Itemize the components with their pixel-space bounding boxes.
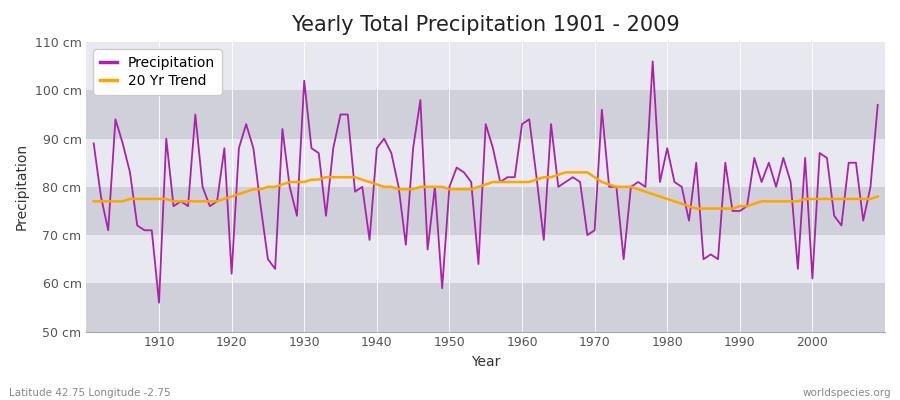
Text: worldspecies.org: worldspecies.org	[803, 388, 891, 398]
Precipitation	[147, 228, 158, 233]
20 Yr Trend	[509, 180, 520, 184]
Bar	[86, 90, 885, 139]
Bar	[86, 283, 885, 332]
Precipitation	[88, 141, 99, 146]
X-axis label: Year: Year	[471, 355, 500, 369]
Precipitation	[524, 117, 535, 122]
Precipitation	[517, 122, 527, 126]
20 Yr Trend	[872, 194, 883, 199]
Precipitation	[154, 300, 165, 305]
Text: Latitude 42.75 Longitude -2.75: Latitude 42.75 Longitude -2.75	[9, 388, 171, 398]
Precipitation	[357, 184, 368, 189]
Bar	[86, 187, 885, 235]
20 Yr Trend	[147, 196, 158, 201]
Precipitation	[611, 184, 622, 189]
Legend: Precipitation, 20 Yr Trend: Precipitation, 20 Yr Trend	[94, 49, 222, 95]
Y-axis label: Precipitation: Precipitation	[15, 143, 29, 230]
20 Yr Trend	[88, 199, 99, 204]
Bar	[86, 235, 885, 283]
Bar	[86, 139, 885, 187]
20 Yr Trend	[306, 177, 317, 182]
Line: Precipitation: Precipitation	[94, 62, 878, 303]
Line: 20 Yr Trend: 20 Yr Trend	[94, 172, 878, 208]
20 Yr Trend	[349, 175, 360, 180]
20 Yr Trend	[517, 180, 527, 184]
Title: Yearly Total Precipitation 1901 - 2009: Yearly Total Precipitation 1901 - 2009	[292, 15, 680, 35]
Bar	[86, 42, 885, 90]
20 Yr Trend	[691, 206, 702, 211]
20 Yr Trend	[611, 184, 622, 189]
Precipitation	[872, 102, 883, 107]
Precipitation	[313, 151, 324, 156]
20 Yr Trend	[560, 170, 571, 175]
Precipitation	[647, 59, 658, 64]
